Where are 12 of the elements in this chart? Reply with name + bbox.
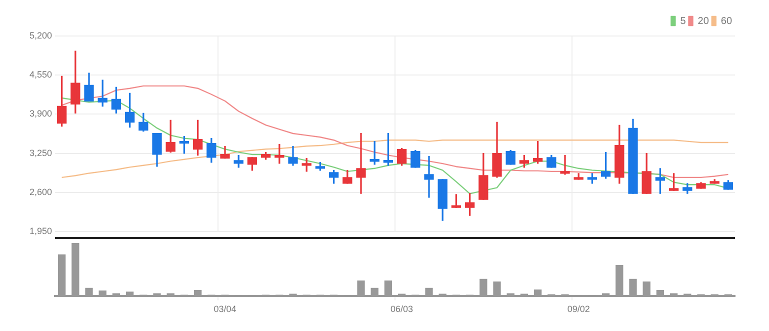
legend-label: 20 bbox=[698, 16, 710, 27]
y-tick-label: 2,600 bbox=[29, 186, 52, 197]
x-tick-label: 03/04 bbox=[214, 304, 236, 314]
y-tick-label: 1,950 bbox=[29, 226, 52, 236]
y-tick-label: 3,250 bbox=[29, 148, 52, 158]
y-tick-label: 4,550 bbox=[29, 70, 52, 80]
y-tick-label: 5,200 bbox=[29, 30, 52, 40]
y-tick-label: 3,900 bbox=[29, 108, 52, 119]
legend-label: 60 bbox=[720, 16, 732, 27]
x-tick-label: 09/02 bbox=[567, 304, 590, 314]
x-tick-label: 06/03 bbox=[390, 304, 414, 314]
legend-label: 5 bbox=[680, 16, 686, 27]
